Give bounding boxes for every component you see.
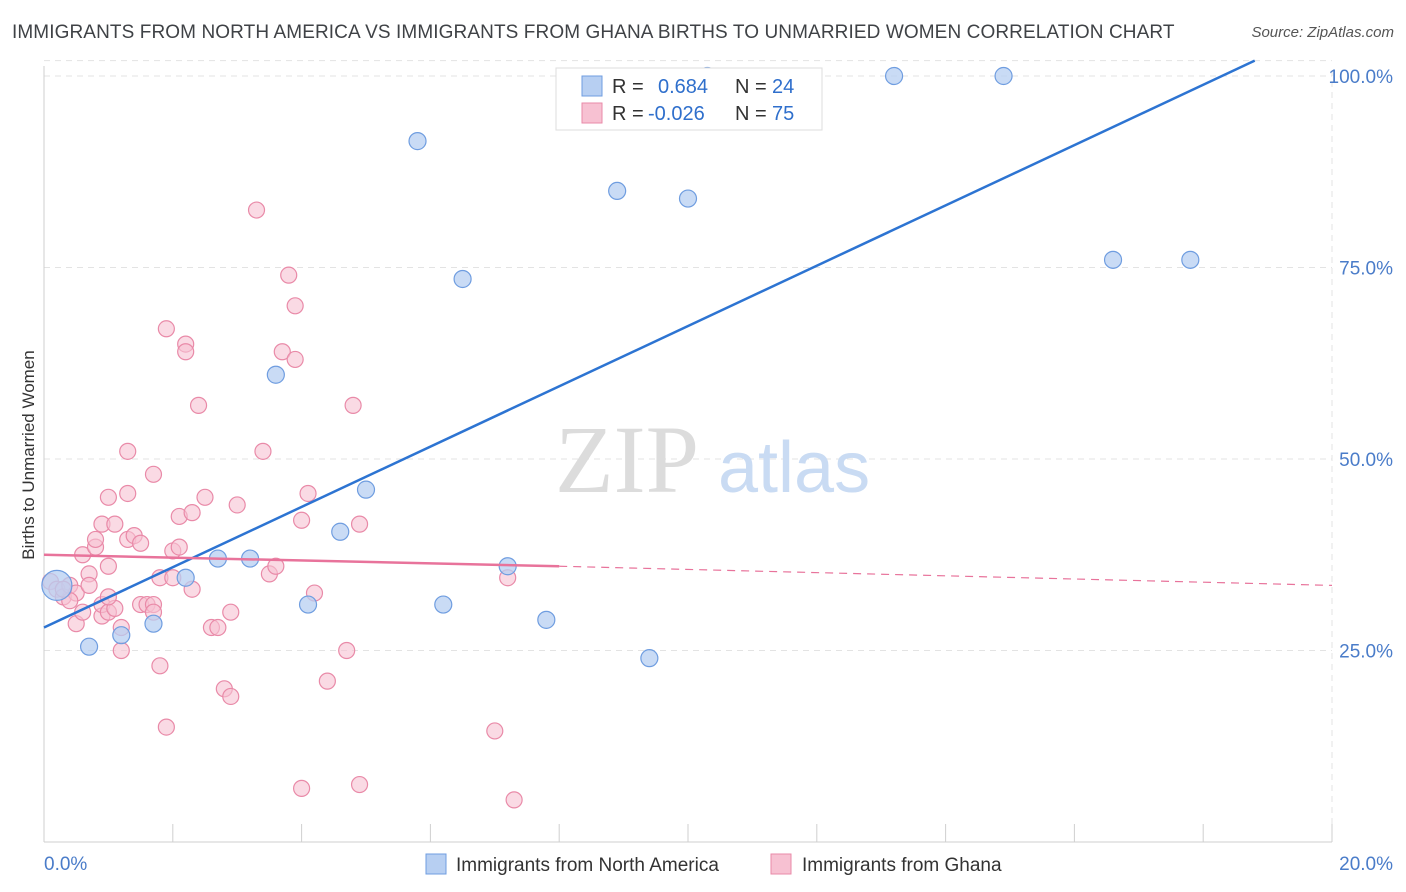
- ghana-point: [286, 297, 304, 315]
- legend-n-value-1: 24: [772, 76, 794, 98]
- ghana-point: [286, 350, 304, 369]
- legend-n-value-2: 75: [772, 103, 794, 125]
- ghana-point: [222, 687, 240, 706]
- ghana-point: [247, 201, 266, 219]
- ghana-point: [119, 484, 137, 503]
- ghana-trendline: [43, 553, 560, 568]
- north-america-point: [112, 626, 131, 645]
- ghana-point: [293, 779, 311, 797]
- ghana-point: [209, 618, 227, 637]
- stats-legend: R = 0.684 N = 24 R = -0.026 N = 75: [555, 67, 823, 131]
- ghana-point: [119, 442, 137, 460]
- ghana-point: [157, 718, 175, 736]
- ghana-point: [486, 722, 504, 740]
- ghana-point: [267, 557, 285, 575]
- north-america-point: [994, 66, 1013, 86]
- ghana-point: [132, 534, 150, 552]
- ghana-point: [80, 576, 98, 594]
- legend-r-value-2: -0.026: [648, 103, 705, 125]
- north-america-point: [41, 569, 73, 601]
- ghana-series: [41, 201, 523, 809]
- ghana-point: [86, 530, 105, 549]
- ghana-point: [99, 557, 118, 575]
- north-america-point: [266, 365, 285, 384]
- north-america-point: [298, 595, 318, 614]
- north-america-point: [408, 132, 427, 151]
- ghana-point: [189, 396, 208, 414]
- x-tick-labels: 0.0% 20.0%: [44, 854, 1393, 875]
- y-axis-label: Births to Unmarried Women: [19, 350, 38, 559]
- ghana-point: [177, 343, 195, 361]
- watermark-zip: ZIP: [555, 406, 699, 513]
- ghana-point: [318, 672, 336, 690]
- series-legend-swatch-ghana: [770, 853, 792, 875]
- north-america-point: [434, 595, 453, 614]
- ghana-point: [228, 496, 246, 514]
- north-america-point: [144, 614, 163, 633]
- legend-n-label-1: N =: [735, 76, 767, 98]
- trendlines: [43, 59, 1333, 629]
- legend-r-label-2: R =: [612, 103, 644, 125]
- legend-n-label-2: N =: [735, 103, 767, 125]
- watermark: ZIP atlas: [555, 406, 870, 513]
- north-america-point: [1181, 250, 1200, 269]
- ghana-point: [170, 538, 188, 556]
- axes: [43, 66, 1333, 843]
- north-america-trendline: [43, 59, 1256, 629]
- y-tick-label: 50.0%: [1339, 450, 1393, 471]
- watermark-atlas: atlas: [718, 428, 870, 508]
- north-america-point: [608, 181, 627, 200]
- ghana-point: [299, 484, 317, 503]
- ghana-point: [350, 775, 369, 794]
- series-legend: Immigrants from North America Immigrants…: [425, 853, 1002, 876]
- north-america-point: [537, 610, 556, 629]
- series-legend-north-america: Immigrants from North America: [456, 855, 719, 876]
- ghana-trendline-extension: [559, 565, 1333, 586]
- north-america-point: [331, 522, 350, 541]
- y-tick-label: 100.0%: [1329, 67, 1394, 88]
- source-note: Source: ZipAtlas.com: [1251, 24, 1394, 41]
- ghana-point: [106, 515, 124, 533]
- north-america-point: [176, 568, 195, 587]
- x-tick-label: 0.0%: [44, 854, 87, 875]
- north-america-point: [640, 649, 659, 668]
- north-america-point: [79, 637, 99, 656]
- ghana-point: [99, 488, 118, 506]
- legend-r-value-1: 0.684: [658, 76, 708, 98]
- ghana-point: [254, 442, 272, 460]
- y-tick-label: 25.0%: [1339, 642, 1393, 663]
- x-tick-label: 20.0%: [1339, 854, 1393, 875]
- ghana-point: [157, 320, 175, 338]
- ghana-point: [273, 343, 291, 361]
- ghana-point: [151, 657, 169, 675]
- ghana-point: [338, 641, 356, 660]
- legend-swatch-ghana: [581, 102, 603, 124]
- ghana-point: [293, 511, 311, 529]
- series-legend-ghana: Immigrants from Ghana: [802, 855, 1002, 876]
- ghana-point: [183, 504, 201, 522]
- north-america-point: [453, 269, 472, 289]
- ghana-point: [196, 488, 214, 506]
- legend-r-label-1: R =: [612, 76, 644, 98]
- ghana-point: [344, 396, 362, 414]
- ghana-point: [222, 603, 240, 621]
- legend-swatch-north-america: [581, 75, 603, 97]
- north-america-point: [884, 66, 904, 86]
- chart-title: IMMIGRANTS FROM NORTH AMERICA VS IMMIGRA…: [12, 22, 1175, 43]
- ghana-point: [144, 465, 163, 483]
- north-america-series: [41, 66, 1200, 668]
- north-america-point: [678, 189, 698, 208]
- ghana-point: [505, 791, 523, 809]
- ghana-point: [112, 641, 130, 660]
- series-legend-swatch-north-america: [425, 853, 447, 875]
- ghana-point: [280, 266, 298, 284]
- ghana-point: [350, 515, 369, 533]
- north-america-point: [356, 480, 376, 499]
- north-america-point: [1103, 250, 1123, 269]
- y-tick-label: 75.0%: [1339, 259, 1393, 280]
- y-tick-labels: 25.0% 50.0% 75.0% 100.0%: [1329, 67, 1394, 663]
